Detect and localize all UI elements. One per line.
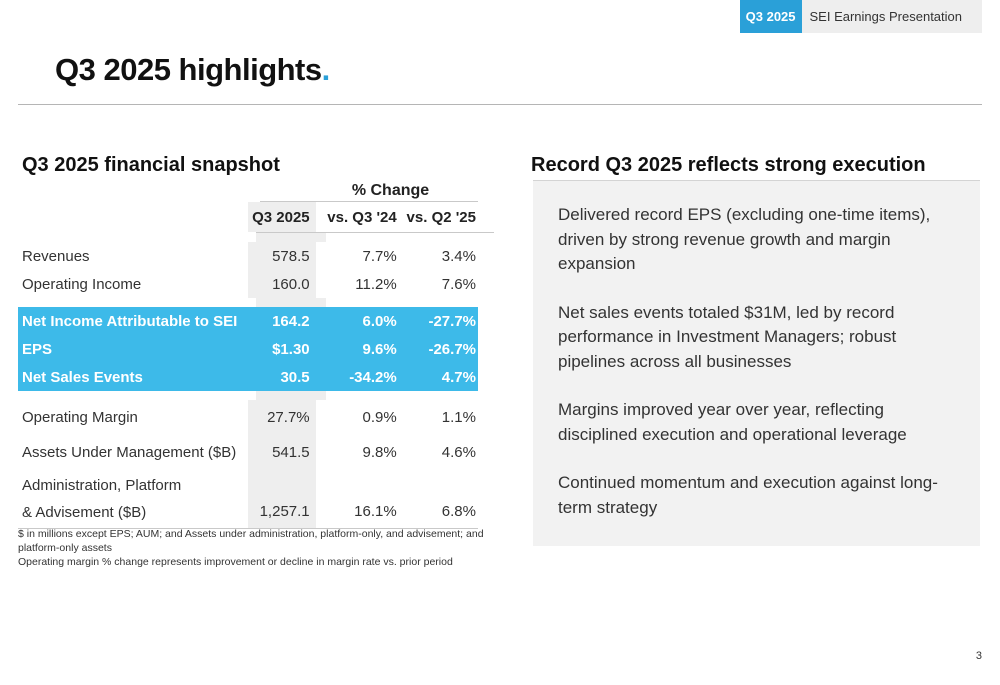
- row-vs-prior-quarter: -27.7%: [428, 312, 476, 330]
- spacer-q3: [256, 391, 326, 400]
- row-spacer: [18, 233, 478, 242]
- column-header-vs-prior-year: vs. Q3 '24: [327, 208, 397, 226]
- table-row: Assets Under Management ($B) 541.5 9.8% …: [18, 435, 478, 470]
- execution-panel: Delivered record EPS (excluding one-time…: [533, 180, 980, 546]
- table-row-highlighted: Net Sales Events 30.5 -34.2% 4.7%: [18, 363, 478, 391]
- table-row: Operating Margin 27.7% 0.9% 1.1%: [18, 400, 478, 435]
- title-divider: [18, 104, 982, 105]
- table-row: Operating Income 160.0 11.2% 7.6%: [18, 270, 478, 298]
- row-vs-prior-year: -34.2%: [349, 368, 397, 386]
- snapshot-heading: Q3 2025 financial snapshot: [22, 154, 280, 176]
- row-vs-prior-year: 16.1%: [354, 503, 397, 520]
- presentation-name: SEI Earnings Presentation: [801, 0, 982, 33]
- row-label-line-1: Administration, Platform: [22, 476, 182, 494]
- row-vs-prior-quarter: 7.6%: [441, 275, 476, 293]
- row-q3-value: 1,257.1: [247, 470, 316, 528]
- row-label: Administration, Platform & Advisement ($…: [18, 470, 248, 528]
- row-q3-value: 578.5: [247, 242, 316, 270]
- table-footnotes: $ in millions except EPS; AUM; and Asset…: [18, 527, 493, 569]
- row-spacer: [18, 391, 478, 400]
- row-q3-value: 30.5: [280, 368, 310, 386]
- table-bottom-divider: [18, 528, 478, 529]
- table-row-highlighted: EPS $1.30 9.6% -26.7%: [18, 335, 478, 363]
- title-accent-dot: .: [321, 52, 331, 87]
- row-label-line-2: & Advisement ($B): [22, 503, 147, 521]
- page-title: Q3 2025 highlights.: [55, 52, 330, 88]
- row-vs-prior-quarter: 3.4%: [441, 247, 476, 265]
- execution-heading: Record Q3 2025 reflects strong execution: [531, 154, 926, 176]
- row-label: Net Sales Events: [22, 368, 143, 386]
- table-row: Administration, Platform & Advisement ($…: [18, 470, 478, 528]
- pct-change-header: % Change: [260, 180, 478, 202]
- row-label: Operating Margin: [22, 409, 138, 426]
- footnote-operating-margin: Operating margin % change represents imp…: [18, 556, 453, 568]
- page-title-text: Q3 2025 highlights: [55, 52, 322, 87]
- spacer-q3: [256, 233, 326, 242]
- row-vs-prior-year: 6.0%: [362, 312, 397, 330]
- spacer-label: [18, 298, 256, 307]
- row-vs-prior-year: 9.6%: [362, 340, 397, 358]
- row-vs-prior-quarter: 4.6%: [441, 444, 476, 461]
- quarter-tag: Q3 2025: [739, 0, 802, 33]
- row-vs-prior-quarter: 6.8%: [441, 503, 476, 520]
- column-header-vs-prior-quarter: vs. Q2 '25: [406, 208, 476, 226]
- page-number: 3: [975, 650, 982, 662]
- header-divider: [256, 232, 494, 233]
- row-q3-value: $1.30: [272, 340, 310, 358]
- row-label: Net Income Attributable to SEI: [22, 312, 238, 330]
- presentation-tag: Q3 2025 SEI Earnings Presentation: [739, 0, 982, 33]
- row-label: Assets Under Management ($B): [22, 444, 237, 461]
- row-label: Revenues: [22, 247, 90, 265]
- footnote-units: $ in millions except EPS; AUM; and Asset…: [18, 528, 484, 554]
- spacer-label: [18, 391, 256, 400]
- highlight-point: Margins improved year over year, reflect…: [558, 400, 907, 444]
- column-header-row: Q3 2025 vs. Q3 '24 vs. Q2 '25: [18, 202, 478, 232]
- row-spacer: [18, 298, 478, 307]
- highlight-point: Continued momentum and execution against…: [558, 473, 938, 517]
- spacer-q3: [256, 298, 326, 307]
- row-label: Operating Income: [22, 275, 142, 293]
- row-label: EPS: [22, 340, 53, 358]
- row-q3-value: 541.5: [247, 435, 316, 470]
- spacer-label: [18, 233, 256, 242]
- row-q3-value: 160.0: [247, 270, 316, 298]
- table-row: Revenues 578.5 7.7% 3.4%: [18, 242, 478, 270]
- row-vs-prior-quarter: 4.7%: [441, 368, 476, 386]
- table-row-highlighted: Net Income Attributable to SEI 164.2 6.0…: [18, 307, 478, 335]
- row-vs-prior-quarter: -26.7%: [428, 340, 476, 358]
- row-vs-prior-year: 7.7%: [362, 247, 397, 265]
- highlight-point: Delivered record EPS (excluding one-time…: [558, 205, 931, 273]
- row-vs-prior-year: 9.8%: [362, 444, 397, 461]
- column-header-q3: Q3 2025: [247, 202, 316, 232]
- row-vs-prior-year: 0.9%: [362, 409, 397, 426]
- row-vs-prior-quarter: 1.1%: [441, 409, 476, 426]
- highlight-point: Net sales events totaled $31M, led by re…: [558, 302, 897, 371]
- row-vs-prior-year: 11.2%: [355, 275, 397, 293]
- row-q3-value: 27.7%: [247, 400, 316, 435]
- financial-snapshot-table: % Change Q3 2025 vs. Q3 '24 vs. Q2 '25 R…: [18, 180, 494, 529]
- row-q3-value: 164.2: [272, 312, 310, 330]
